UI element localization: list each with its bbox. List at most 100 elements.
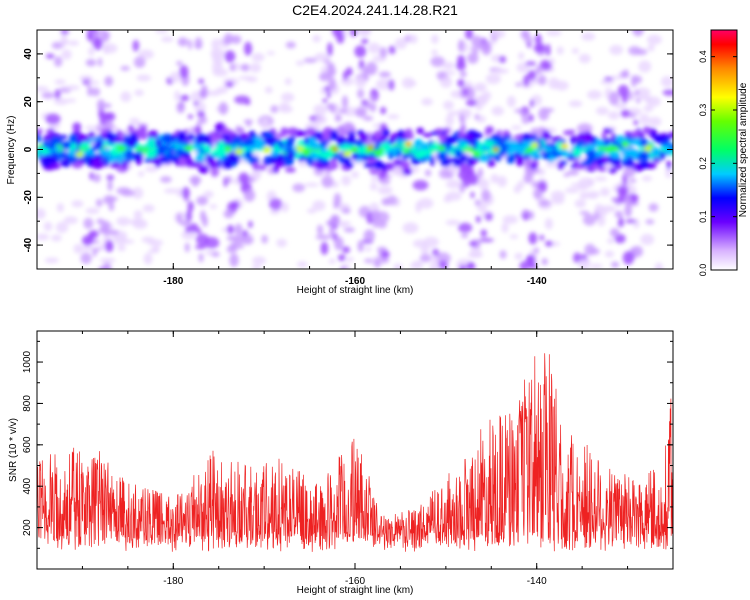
heatmap-cell (474, 82, 487, 92)
heatmap-cell (169, 71, 182, 83)
heatmap-cell (37, 233, 50, 241)
heatmap-cell (251, 264, 262, 269)
heatmap-cell (509, 234, 519, 239)
heatmap-cell (326, 42, 333, 57)
heatmap-cell (605, 146, 614, 153)
heatmap-cell (400, 160, 410, 170)
heatmap-cell (322, 98, 328, 104)
heatmap-cell (68, 40, 80, 46)
heatmap-cell (533, 247, 539, 254)
heatmap-cell (87, 85, 92, 97)
heatmap-cell (411, 158, 420, 166)
heatmap-cell (387, 114, 400, 120)
heatmap-cell (556, 46, 564, 55)
heatmap-cell (355, 107, 367, 118)
top-ytick-label: 20 (23, 96, 34, 108)
heatmap-cell (100, 220, 111, 232)
heatmap-cell (531, 181, 539, 188)
heatmap-cell (436, 151, 448, 162)
heatmap-cell (418, 197, 434, 209)
top-ytick-label: -20 (23, 190, 34, 205)
heatmap-cell (572, 252, 582, 264)
heatmap-cell (567, 169, 580, 176)
heatmap-cell (579, 210, 590, 215)
heatmap-cell (66, 98, 77, 103)
heatmap-cell (136, 150, 142, 156)
heatmap-cell (589, 263, 603, 269)
heatmap-cell (161, 133, 173, 143)
heatmap-cell (545, 161, 558, 168)
heatmap-cell (618, 216, 624, 228)
heatmap-cell (381, 143, 387, 148)
heatmap-cell (243, 41, 253, 56)
heatmap-cell (647, 44, 655, 52)
bottom-xlabel: Height of straight line (km) (297, 585, 414, 596)
heatmap-cell (264, 86, 273, 94)
heatmap-cell (342, 106, 358, 117)
heatmap-cell (107, 139, 115, 145)
heatmap-cell (292, 183, 305, 193)
heatmap-cell (211, 51, 220, 64)
heatmap-cell (545, 43, 551, 57)
heatmap-cell (104, 149, 112, 155)
heatmap-cell (229, 253, 239, 267)
heatmap-cell (532, 133, 538, 140)
heatmap-cell (181, 230, 196, 240)
heatmap-cell (620, 109, 631, 118)
heatmap-cell (209, 204, 218, 210)
heatmap-cell (458, 113, 465, 123)
top-xtick-label: -140 (527, 276, 547, 287)
heatmap-cell (623, 166, 636, 178)
heatmap-cell (211, 38, 221, 51)
heatmap-cell (99, 257, 116, 264)
bottom-ytick-label: 600 (22, 436, 33, 453)
heatmap-cell (580, 253, 588, 261)
heatmap-cell (516, 62, 530, 73)
heatmap-cell (296, 261, 308, 268)
heatmap-cell (375, 78, 392, 91)
heatmap-cell (355, 76, 367, 88)
heatmap-cell (619, 147, 631, 153)
heatmap-cell (144, 165, 159, 173)
heatmap-cell (51, 41, 63, 50)
heatmap-cell (470, 46, 475, 52)
heatmap-cell (646, 34, 662, 45)
heatmap-cell (61, 162, 71, 168)
heatmap-cell (193, 101, 199, 106)
heatmap-cell (40, 147, 50, 155)
heatmap-cell (320, 241, 329, 255)
heatmap-cell (322, 139, 331, 144)
heatmap-cell (126, 140, 137, 149)
heatmap-cell (210, 165, 220, 178)
heatmap-cell (525, 146, 534, 153)
heatmap-cell (502, 215, 519, 224)
heatmap-cell (373, 160, 383, 170)
heatmap-cell (222, 160, 233, 170)
heatmap-cell (628, 178, 637, 183)
heatmap-cell (95, 139, 103, 149)
heatmap-cell (143, 253, 153, 265)
heatmap-cell (104, 120, 112, 126)
heatmap-cell (345, 67, 353, 77)
heatmap-cell (102, 262, 112, 269)
heatmap-cell (196, 196, 208, 206)
heatmap-cell (557, 161, 565, 170)
heatmap-cell (326, 103, 334, 110)
heatmap-cell (492, 136, 504, 143)
heatmap-cell (97, 99, 106, 111)
heatmap-cell (543, 146, 554, 152)
heatmap-cell (620, 70, 629, 79)
heatmap-cell (365, 61, 378, 76)
heatmap-cell (477, 94, 488, 104)
heatmap-cell (147, 130, 159, 140)
heatmap-cell (595, 139, 605, 147)
heatmap-cell (376, 220, 387, 229)
heatmap-cell (604, 250, 615, 258)
colorbar-tick-label: 0.3 (698, 104, 708, 117)
heatmap-cell (338, 108, 348, 114)
heatmap-cell (412, 179, 429, 191)
colorbar-tick-label: 0.2 (698, 157, 708, 170)
heatmap-cell (470, 191, 475, 199)
heatmap-cell (472, 151, 481, 158)
